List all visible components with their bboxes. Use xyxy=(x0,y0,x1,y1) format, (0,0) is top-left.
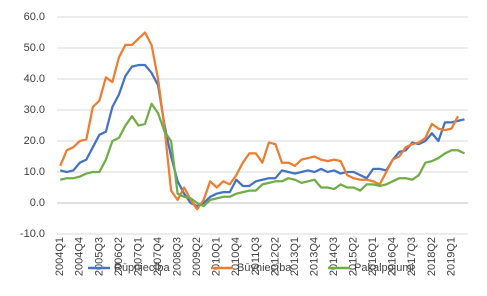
x-tick-label: 2016Q4 xyxy=(387,237,399,276)
data-line xyxy=(59,31,459,211)
x-tick-label: 2005Q3 xyxy=(93,237,105,276)
data-line xyxy=(59,63,465,208)
x-tick-label: 2004Q1 xyxy=(54,237,66,276)
x-tick-label: 2013Q1 xyxy=(289,237,301,276)
x-tick-label: 2009Q2 xyxy=(191,237,203,276)
y-tick-label: 30.0 xyxy=(24,104,45,116)
x-tick-label: 2007Q4 xyxy=(152,237,164,276)
y-tick-label: 60.0 xyxy=(24,11,45,23)
x-tick-label: 2007Q1 xyxy=(132,237,144,276)
legend-label: Pakalpojumi xyxy=(354,262,414,274)
x-tick-label: 2012Q2 xyxy=(269,237,281,276)
legend-label: Rūpniecība xyxy=(114,262,171,274)
x-tick-label: 2010Q4 xyxy=(230,237,242,276)
y-tick-label: 10.0 xyxy=(24,166,45,178)
x-tick-label: 2004Q4 xyxy=(74,237,86,276)
y-tick-label: 40.0 xyxy=(24,73,45,85)
x-tick-label: 2017Q3 xyxy=(406,237,418,276)
x-tick-label: 2016Q1 xyxy=(367,237,379,276)
y-tick-label: 50.0 xyxy=(24,42,45,54)
x-tick-label: 2013Q4 xyxy=(308,237,320,276)
x-tick-label: 2018Q2 xyxy=(426,237,438,276)
x-tick-label: 2006Q2 xyxy=(113,237,125,276)
x-tick-label: 2015Q2 xyxy=(348,237,360,276)
x-tick-label: 2011Q3 xyxy=(250,237,262,275)
y-tick-label: 20.0 xyxy=(24,135,45,147)
x-tick-label: 2010Q1 xyxy=(211,237,223,276)
x-tick-label: 2019Q1 xyxy=(445,237,457,276)
y-tick-label: 0.0 xyxy=(30,197,45,209)
legend-label: Būvniecība xyxy=(237,262,292,274)
x-tick-label: 2014Q3 xyxy=(328,237,340,276)
x-tick-label: 2008Q3 xyxy=(172,237,184,276)
data-line xyxy=(59,102,465,208)
y-tick-label: -10.0 xyxy=(20,228,45,240)
